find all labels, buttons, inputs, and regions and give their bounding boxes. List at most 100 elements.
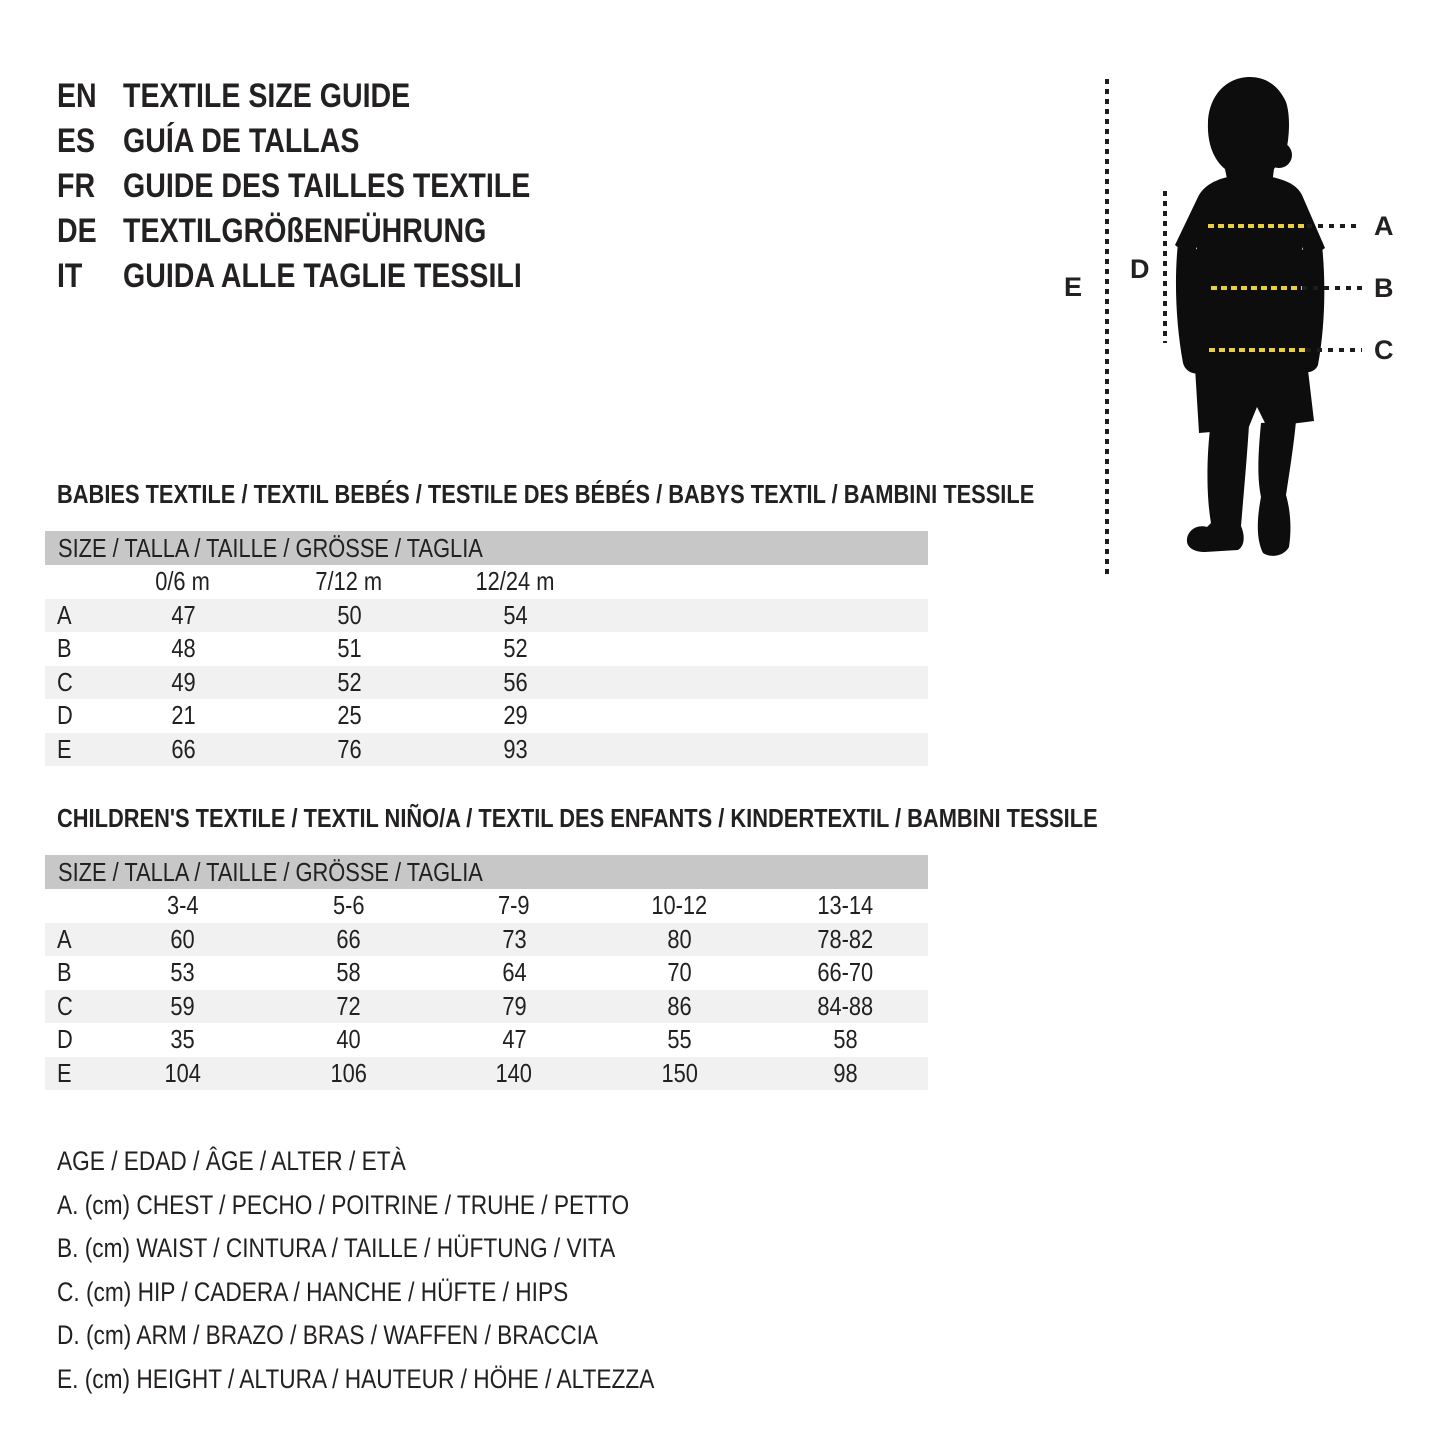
- silhouette-left-leg: [1186, 425, 1249, 552]
- legend-height: E. (cm) HEIGHT / ALTURA / HAUTEUR / HÖHE…: [57, 1363, 655, 1394]
- cell-value: 93: [502, 733, 528, 764]
- chest-measure-leader: [1307, 224, 1362, 228]
- height-measure-line-e: [1105, 79, 1109, 576]
- cell-value: 78-82: [817, 923, 874, 954]
- legend-waist: B. (cm) WAIST / CINTURA / TAILLE / HÜFTU…: [57, 1233, 616, 1264]
- row-label: C: [57, 666, 73, 697]
- lang-code-fr: FR: [57, 167, 96, 205]
- cell-value: 66: [336, 923, 361, 954]
- measurement-legend: AGE / EDAD / ÂGE / ALTER / ETÀ A. (cm) C…: [57, 1140, 768, 1401]
- silhouette-ear: [1266, 142, 1292, 168]
- row-label: E: [57, 1057, 72, 1088]
- cell-value: 140: [495, 1057, 533, 1088]
- cell-value: 35: [170, 1024, 195, 1055]
- children-col-3-4: 3-4: [167, 890, 199, 921]
- row-label: E: [57, 733, 72, 764]
- cell-value: 47: [501, 1024, 527, 1055]
- cell-value: 79: [501, 990, 527, 1021]
- table-row: E 66 76 93: [45, 732, 928, 766]
- babies-size-header-bar: SIZE / TALLA / TAILLE / GRÖSSE / TAGLIA: [45, 531, 928, 565]
- title-de: TEXTILGRÖßENFÜHRUNG: [123, 212, 487, 250]
- silhouette-left-arm: [1175, 243, 1206, 374]
- cell-value: 54: [502, 599, 528, 630]
- cell-value: 59: [170, 990, 195, 1021]
- cell-value: 66: [170, 733, 196, 764]
- cell-value: 48: [170, 633, 196, 664]
- cell-value: 72: [336, 990, 361, 1021]
- title-row-en: EN TEXTILE SIZE GUIDE: [57, 74, 608, 119]
- cell-value: 25: [336, 700, 362, 731]
- title-it: GUIDA ALLE TAGLIE TESSILI: [123, 257, 522, 295]
- cell-value: 58: [833, 1024, 858, 1055]
- marker-label-c: C: [1374, 335, 1394, 365]
- title-row-fr: FR GUIDE DES TAILLES TEXTILE: [57, 164, 608, 209]
- row-label: D: [57, 1024, 73, 1055]
- arm-measure-line-d: [1163, 191, 1167, 343]
- table-row: C 59 72 79 86 84-88: [45, 989, 928, 1023]
- cell-value: 52: [336, 666, 362, 697]
- row-label: A: [57, 599, 72, 630]
- cell-value: 73: [501, 923, 527, 954]
- hip-measure-leader: [1306, 348, 1362, 352]
- children-section-title: CHILDREN'S TEXTILE / TEXTIL NIÑO/A / TEX…: [57, 803, 1098, 833]
- lang-code-de: DE: [57, 212, 97, 250]
- cell-value: 66-70: [817, 957, 874, 988]
- legend-hip: C. (cm) HIP / CADERA / HANCHE / HÜFTE / …: [57, 1276, 569, 1307]
- cell-value: 40: [336, 1024, 361, 1055]
- title-row-de: DE TEXTILGRÖßENFÜHRUNG: [57, 209, 608, 254]
- child-silhouette: [1175, 77, 1325, 556]
- cell-value: 55: [667, 1024, 692, 1055]
- children-col-5-6: 5-6: [332, 890, 365, 921]
- cell-value: 76: [336, 733, 362, 764]
- row-label: B: [57, 957, 72, 988]
- children-size-header-label: SIZE / TALLA / TAILLE / GRÖSSE / TAGLIA: [58, 856, 483, 887]
- silhouette-shorts: [1194, 351, 1314, 433]
- cell-value: 29: [502, 700, 528, 731]
- row-label: D: [57, 700, 73, 731]
- language-title-block: EN TEXTILE SIZE GUIDE ES GUÍA DE TALLAS …: [57, 74, 608, 299]
- silhouette-head: [1207, 77, 1289, 184]
- lang-code-it: IT: [57, 257, 83, 295]
- cell-value: 49: [170, 666, 196, 697]
- cell-value: 53: [170, 957, 195, 988]
- row-label: B: [57, 633, 72, 664]
- table-row: C 49 52 56: [45, 665, 928, 699]
- cell-value: 84-88: [817, 990, 874, 1021]
- marker-label-b: B: [1374, 273, 1394, 303]
- row-label: A: [57, 923, 72, 954]
- waist-measure-dashes: [1211, 286, 1302, 290]
- title-en: TEXTILE SIZE GUIDE: [123, 77, 411, 115]
- silhouette-torso: [1175, 177, 1325, 357]
- cell-value: 60: [170, 923, 195, 954]
- children-col-10-12: 10-12: [651, 890, 708, 921]
- title-row-es: ES GUÍA DE TALLAS: [57, 119, 608, 164]
- babies-size-table: 0/6 m 7/12 m 12/24 m A 47 50 54 B 48 51 …: [45, 565, 928, 766]
- cell-value: 52: [502, 633, 528, 664]
- children-column-header-row: 3-4 5-6 7-9 10-12 13-14: [45, 889, 928, 923]
- babies-col-12-24m: 12/24 m: [475, 566, 555, 597]
- cell-value: 98: [833, 1057, 858, 1088]
- cell-value: 80: [667, 923, 692, 954]
- cell-value: 47: [170, 599, 196, 630]
- cell-value: 56: [502, 666, 528, 697]
- legend-arm: D. (cm) ARM / BRAZO / BRAS / WAFFEN / BR…: [57, 1320, 598, 1351]
- legend-age: AGE / EDAD / ÂGE / ALTER / ETÀ: [57, 1146, 406, 1177]
- lang-code-es: ES: [57, 122, 96, 160]
- cell-value: 64: [501, 957, 527, 988]
- table-row: D 35 40 47 55 58: [45, 1023, 928, 1057]
- title-row-it: IT GUIDA ALLE TAGLIE TESSILI: [57, 254, 608, 299]
- table-row: D 21 25 29: [45, 699, 928, 733]
- babies-column-header-row: 0/6 m 7/12 m 12/24 m: [45, 565, 928, 599]
- table-row: A 47 50 54: [45, 598, 928, 632]
- babies-size-header-label: SIZE / TALLA / TAILLE / GRÖSSE / TAGLIA: [58, 532, 483, 563]
- babies-section-title: BABIES TEXTILE / TEXTIL BEBÉS / TESTILE …: [57, 479, 1035, 509]
- children-size-table: 3-4 5-6 7-9 10-12 13-14 A 60 66 73 80 78…: [45, 889, 928, 1090]
- hip-measure-dashes: [1209, 348, 1306, 352]
- lang-code-en: EN: [57, 77, 97, 115]
- chest-measure-dashes: [1208, 224, 1307, 228]
- babies-col-7-12m: 7/12 m: [315, 566, 383, 597]
- legend-chest: A. (cm) CHEST / PECHO / POITRINE / TRUHE…: [57, 1189, 630, 1220]
- cell-value: 104: [164, 1057, 202, 1088]
- cell-value: 51: [336, 633, 362, 664]
- cell-value: 21: [170, 700, 196, 731]
